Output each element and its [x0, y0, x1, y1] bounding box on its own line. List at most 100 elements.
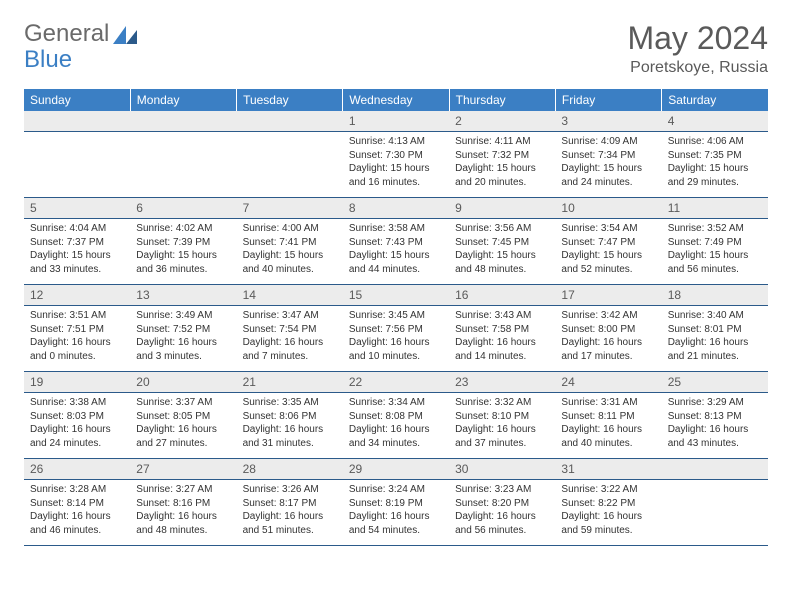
weekday-header: Monday — [130, 89, 236, 111]
day-details: Sunrise: 3:56 AMSunset: 7:45 PMDaylight:… — [449, 219, 555, 284]
weekday-header: Sunday — [24, 89, 130, 111]
day-details: Sunrise: 3:24 AMSunset: 8:19 PMDaylight:… — [343, 480, 449, 545]
day-details: Sunrise: 3:22 AMSunset: 8:22 PMDaylight:… — [555, 480, 661, 545]
day-cell-data: Sunrise: 3:45 AMSunset: 7:56 PMDaylight:… — [343, 306, 449, 372]
day-cell-data: Sunrise: 3:56 AMSunset: 7:45 PMDaylight:… — [449, 219, 555, 285]
weekday-header: Friday — [555, 89, 661, 111]
day-cell-data: Sunrise: 3:51 AMSunset: 7:51 PMDaylight:… — [24, 306, 130, 372]
weekday-header: Saturday — [662, 89, 768, 111]
day-number: 22 — [343, 372, 449, 392]
day-number: 12 — [24, 285, 130, 305]
day-number: 23 — [449, 372, 555, 392]
day-cell-number: 10 — [555, 198, 661, 219]
day-cell-number: 12 — [24, 285, 130, 306]
day-number: 20 — [130, 372, 236, 392]
week-daynum-row: 567891011 — [24, 198, 768, 219]
day-cell-number — [662, 459, 768, 480]
day-cell-data: Sunrise: 3:29 AMSunset: 8:13 PMDaylight:… — [662, 393, 768, 459]
location: Poretskoye, Russia — [627, 59, 768, 77]
day-number: 5 — [24, 198, 130, 218]
day-cell-data: Sunrise: 3:34 AMSunset: 8:08 PMDaylight:… — [343, 393, 449, 459]
day-cell-number: 14 — [237, 285, 343, 306]
day-number: 7 — [237, 198, 343, 218]
day-cell-number: 1 — [343, 111, 449, 132]
day-number: 19 — [24, 372, 130, 392]
day-cell-number: 20 — [130, 372, 236, 393]
title-block: May 2024 Poretskoye, Russia — [627, 20, 768, 77]
day-cell-number — [237, 111, 343, 132]
month-title: May 2024 — [627, 20, 768, 57]
day-number: 14 — [237, 285, 343, 305]
day-cell-number: 6 — [130, 198, 236, 219]
day-cell-data: Sunrise: 3:54 AMSunset: 7:47 PMDaylight:… — [555, 219, 661, 285]
week-daynum-row: 262728293031 — [24, 459, 768, 480]
day-details: Sunrise: 4:00 AMSunset: 7:41 PMDaylight:… — [237, 219, 343, 284]
day-number: 24 — [555, 372, 661, 392]
brand-part1: General — [24, 20, 109, 48]
day-number: 25 — [662, 372, 768, 392]
day-cell-number — [130, 111, 236, 132]
day-cell-number: 21 — [237, 372, 343, 393]
day-number — [130, 111, 236, 117]
day-number: 2 — [449, 111, 555, 131]
day-cell-number: 11 — [662, 198, 768, 219]
day-details: Sunrise: 3:37 AMSunset: 8:05 PMDaylight:… — [130, 393, 236, 458]
day-cell-number: 16 — [449, 285, 555, 306]
day-details: Sunrise: 3:28 AMSunset: 8:14 PMDaylight:… — [24, 480, 130, 545]
day-cell-data: Sunrise: 3:32 AMSunset: 8:10 PMDaylight:… — [449, 393, 555, 459]
week-data-row: Sunrise: 4:13 AMSunset: 7:30 PMDaylight:… — [24, 132, 768, 198]
day-cell-data: Sunrise: 3:24 AMSunset: 8:19 PMDaylight:… — [343, 480, 449, 546]
day-cell-data — [237, 132, 343, 198]
day-cell-number: 9 — [449, 198, 555, 219]
weekday-header: Thursday — [449, 89, 555, 111]
day-cell-data: Sunrise: 4:02 AMSunset: 7:39 PMDaylight:… — [130, 219, 236, 285]
day-details: Sunrise: 3:42 AMSunset: 8:00 PMDaylight:… — [555, 306, 661, 371]
day-cell-number: 4 — [662, 111, 768, 132]
day-cell-number: 29 — [343, 459, 449, 480]
day-details: Sunrise: 3:29 AMSunset: 8:13 PMDaylight:… — [662, 393, 768, 458]
day-number: 27 — [130, 459, 236, 479]
day-number: 30 — [449, 459, 555, 479]
day-cell-number: 24 — [555, 372, 661, 393]
day-cell-number: 22 — [343, 372, 449, 393]
day-details: Sunrise: 3:35 AMSunset: 8:06 PMDaylight:… — [237, 393, 343, 458]
logo-icon — [113, 24, 139, 44]
day-cell-data: Sunrise: 3:28 AMSunset: 8:14 PMDaylight:… — [24, 480, 130, 546]
week-data-row: Sunrise: 3:28 AMSunset: 8:14 PMDaylight:… — [24, 480, 768, 546]
day-number: 4 — [662, 111, 768, 131]
day-number: 9 — [449, 198, 555, 218]
day-details — [24, 132, 130, 190]
day-details: Sunrise: 3:43 AMSunset: 7:58 PMDaylight:… — [449, 306, 555, 371]
day-cell-number: 26 — [24, 459, 130, 480]
day-details: Sunrise: 3:47 AMSunset: 7:54 PMDaylight:… — [237, 306, 343, 371]
day-cell-data — [24, 132, 130, 198]
day-number: 26 — [24, 459, 130, 479]
day-number: 8 — [343, 198, 449, 218]
day-cell-data — [662, 480, 768, 546]
day-cell-number: 28 — [237, 459, 343, 480]
day-details: Sunrise: 3:51 AMSunset: 7:51 PMDaylight:… — [24, 306, 130, 371]
week-daynum-row: 1234 — [24, 111, 768, 132]
day-number: 18 — [662, 285, 768, 305]
week-data-row: Sunrise: 3:38 AMSunset: 8:03 PMDaylight:… — [24, 393, 768, 459]
brand-part2: Blue — [24, 46, 72, 74]
calendar-table: Sunday Monday Tuesday Wednesday Thursday… — [24, 89, 768, 546]
day-cell-number: 5 — [24, 198, 130, 219]
day-cell-data: Sunrise: 4:13 AMSunset: 7:30 PMDaylight:… — [343, 132, 449, 198]
day-cell-data: Sunrise: 3:42 AMSunset: 8:00 PMDaylight:… — [555, 306, 661, 372]
day-cell-data: Sunrise: 3:23 AMSunset: 8:20 PMDaylight:… — [449, 480, 555, 546]
brand-logo: General — [24, 20, 141, 48]
day-cell-number: 19 — [24, 372, 130, 393]
day-details: Sunrise: 3:52 AMSunset: 7:49 PMDaylight:… — [662, 219, 768, 284]
day-cell-number: 30 — [449, 459, 555, 480]
day-cell-data: Sunrise: 3:37 AMSunset: 8:05 PMDaylight:… — [130, 393, 236, 459]
day-cell-number: 8 — [343, 198, 449, 219]
day-cell-data: Sunrise: 3:40 AMSunset: 8:01 PMDaylight:… — [662, 306, 768, 372]
day-number: 1 — [343, 111, 449, 131]
day-number: 31 — [555, 459, 661, 479]
day-details — [130, 132, 236, 190]
day-details: Sunrise: 3:49 AMSunset: 7:52 PMDaylight:… — [130, 306, 236, 371]
day-number: 28 — [237, 459, 343, 479]
day-cell-data: Sunrise: 4:11 AMSunset: 7:32 PMDaylight:… — [449, 132, 555, 198]
day-number — [237, 111, 343, 117]
